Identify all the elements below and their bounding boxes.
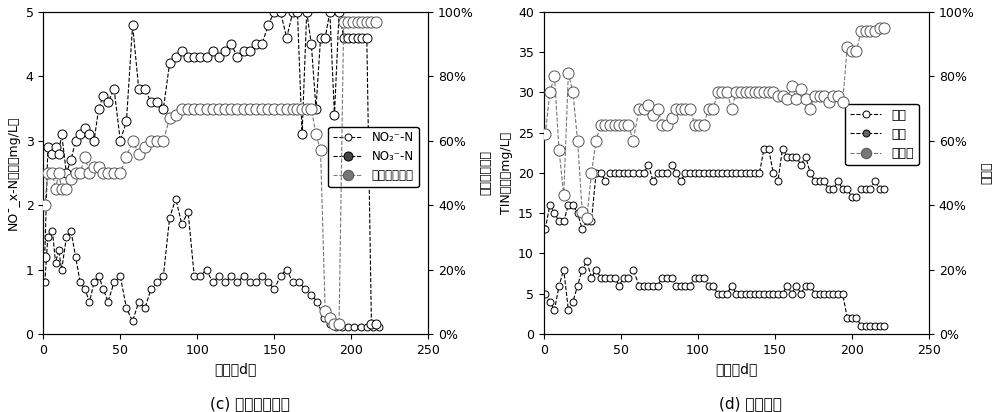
Y-axis label: 去除率: 去除率 bbox=[980, 162, 993, 184]
X-axis label: 时间（d）: 时间（d） bbox=[215, 362, 257, 376]
Text: (c) 础氮和亚础氮: (c) 础氮和亚础氮 bbox=[210, 396, 290, 411]
Legend: 进水, 出水, 去除率: 进水, 出水, 去除率 bbox=[845, 103, 919, 165]
Text: (d) 总无机氮: (d) 总无机氮 bbox=[719, 396, 781, 411]
Y-axis label: 亚础氮积累率: 亚础氮积累率 bbox=[480, 150, 493, 195]
Y-axis label: NO¯_x-N浓度（mg/L）: NO¯_x-N浓度（mg/L） bbox=[7, 116, 20, 230]
Legend: NO₂⁻-N, NO₃⁻-N, 亚础氮积累率: NO₂⁻-N, NO₃⁻-N, 亚础氮积累率 bbox=[328, 127, 419, 187]
Y-axis label: TIN浓度（mg/L）: TIN浓度（mg/L） bbox=[500, 132, 513, 214]
X-axis label: 时间（d）: 时间（d） bbox=[715, 362, 757, 376]
